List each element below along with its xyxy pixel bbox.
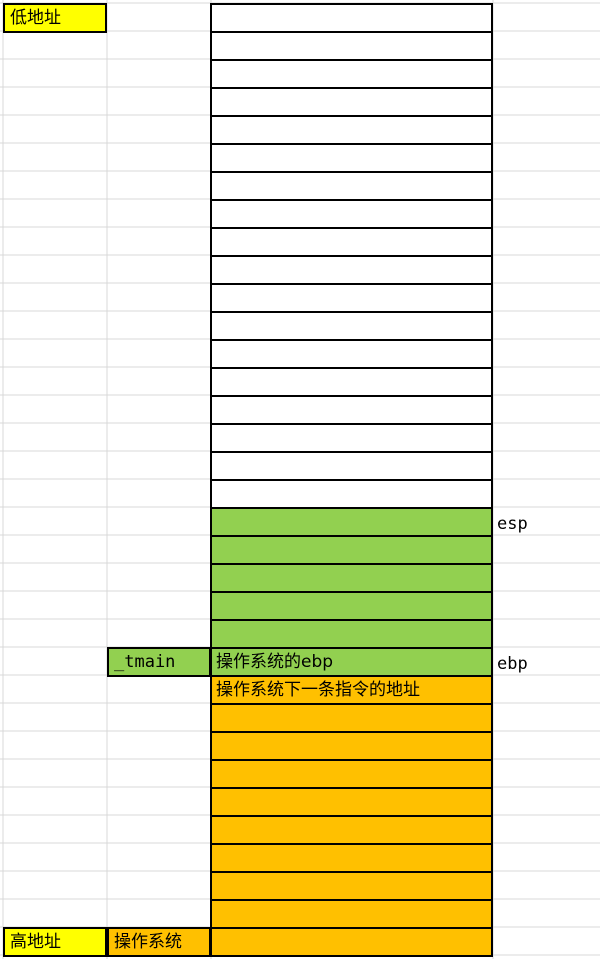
stack-slot-free — [210, 171, 493, 201]
stack-slot-free — [210, 395, 493, 425]
stack-slot-free — [210, 3, 493, 33]
esp-pointer-label: esp — [497, 514, 528, 534]
stack-slot-os — [210, 815, 493, 845]
stack-slot-free — [210, 115, 493, 145]
stack-slot-os: 操作系统下一条指令的地址 — [210, 675, 493, 705]
tmain-frame-label: _tmain — [107, 647, 211, 677]
stack-slot-tmain — [210, 535, 493, 565]
stack-slot-tmain — [210, 563, 493, 593]
stack-slot-free — [210, 143, 493, 173]
stack-slot-tmain — [210, 619, 493, 649]
stack-slot-os — [210, 787, 493, 817]
stack-slot-os — [210, 927, 493, 957]
stack-slot-os — [210, 899, 493, 929]
ebp-pointer-label: ebp — [497, 654, 528, 674]
stack-slot-tmain: 操作系统的ebp — [210, 647, 493, 677]
stack-slot-tmain — [210, 507, 493, 537]
stack-slot-os — [210, 731, 493, 761]
stack-slot-os — [210, 703, 493, 733]
stack-slot-free — [210, 283, 493, 313]
stack-slot-free — [210, 367, 493, 397]
stack-slot-tmain — [210, 591, 493, 621]
stack-slot-os — [210, 871, 493, 901]
stack-slot-free — [210, 451, 493, 481]
stack-slot-free — [210, 479, 493, 509]
stack-slot-free — [210, 31, 493, 61]
stack-slot-free — [210, 423, 493, 453]
stack-slot-free — [210, 255, 493, 285]
high-address-label: 高地址 — [3, 927, 107, 957]
low-address-label: 低地址 — [3, 3, 107, 33]
os-frame-label: 操作系统 — [107, 927, 211, 957]
stack-slot-free — [210, 87, 493, 117]
stack-slot-os — [210, 843, 493, 873]
stack-slot-free — [210, 59, 493, 89]
stack-slot-os — [210, 759, 493, 789]
stack-slot-free — [210, 339, 493, 369]
stack-slot-free — [210, 227, 493, 257]
stack-slot-free — [210, 199, 493, 229]
stack-slot-free — [210, 311, 493, 341]
